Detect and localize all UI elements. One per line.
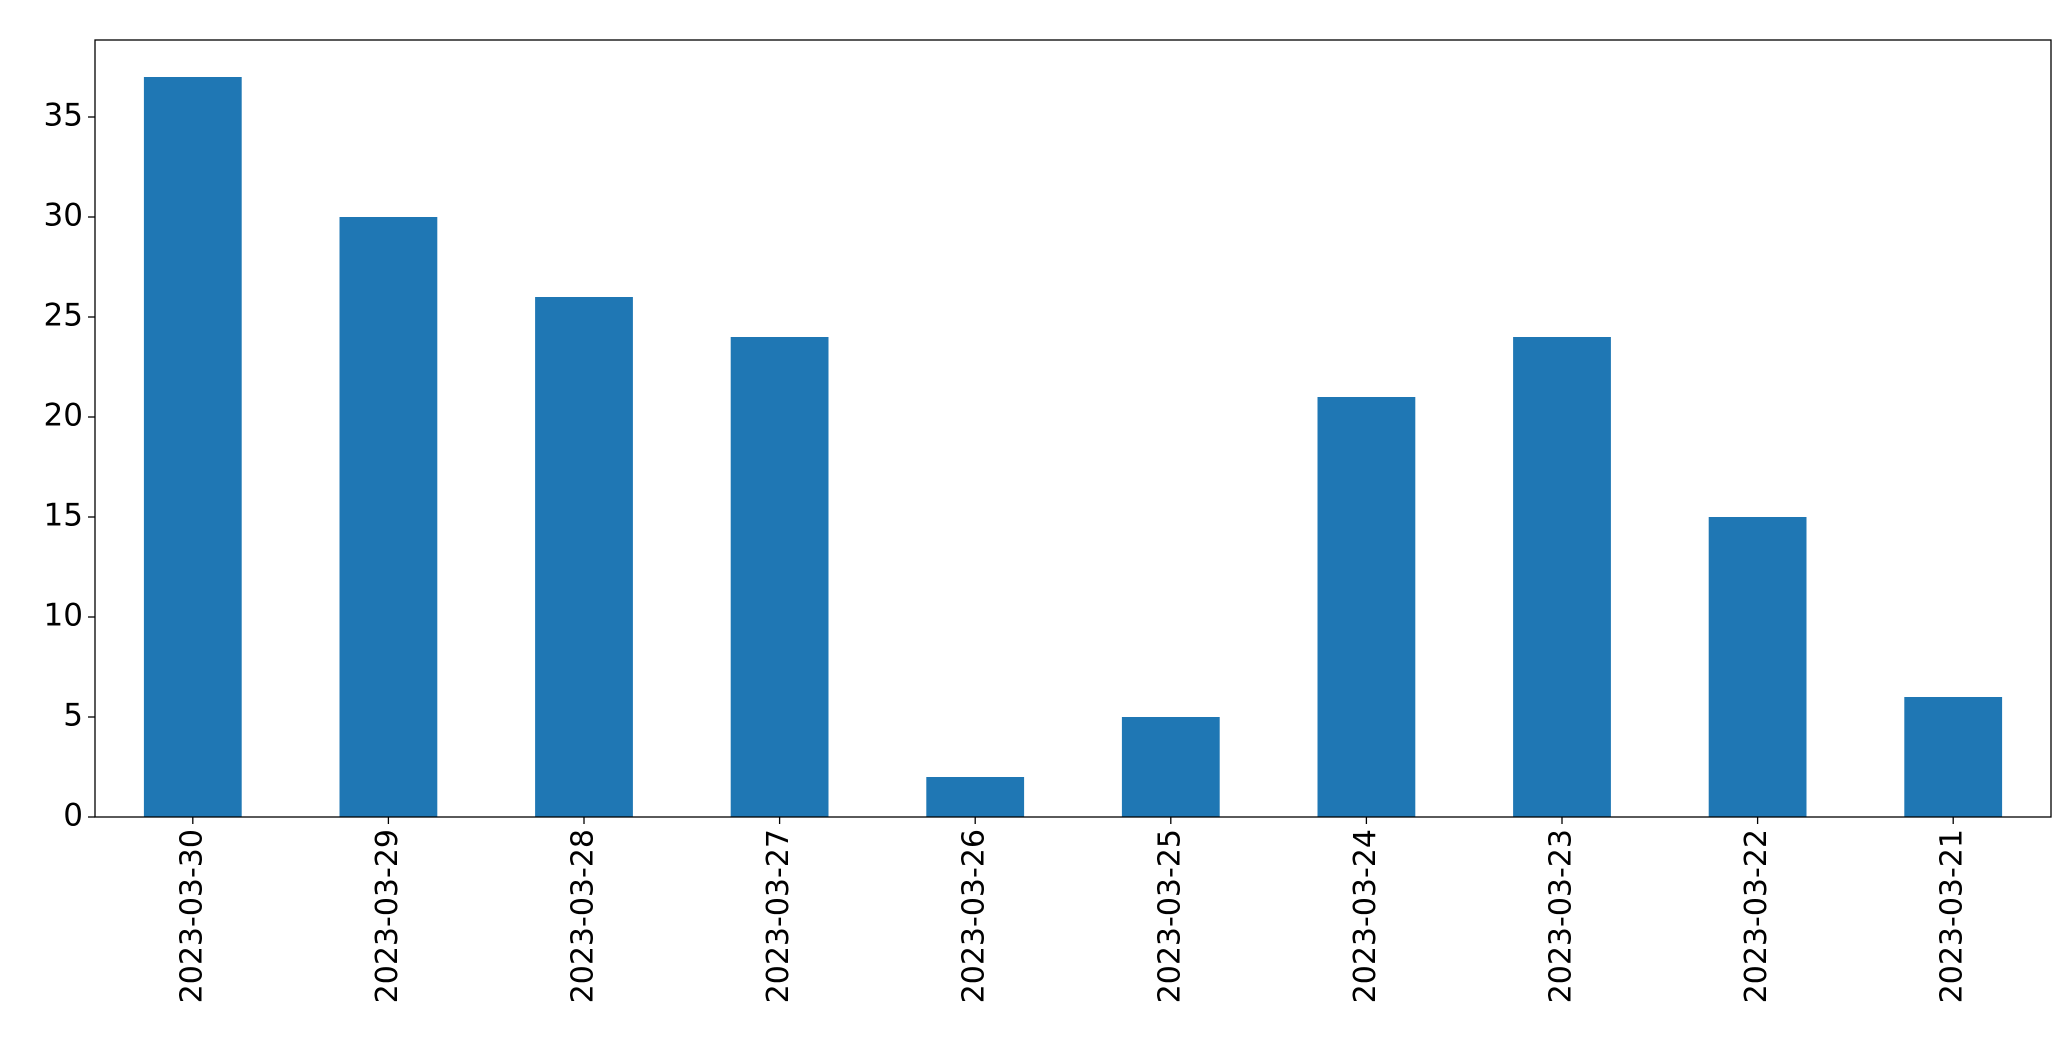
y-tick-label: 0 [63, 798, 83, 834]
bar [1708, 517, 1807, 817]
y-tick-label: 5 [63, 698, 83, 734]
x-tick-label: 2023-03-23 [1544, 829, 1579, 1003]
x-tick-label: 2023-03-27 [761, 829, 796, 1003]
bar [1121, 717, 1220, 817]
x-tick-label: 2023-03-21 [1935, 829, 1970, 1003]
x-tick-label: 2023-03-28 [566, 829, 601, 1003]
bar [730, 337, 829, 817]
bar [339, 217, 438, 817]
y-tick-label: 15 [44, 498, 83, 534]
y-tick-label: 10 [44, 598, 83, 634]
bar [1904, 697, 2003, 817]
x-tick-label: 2023-03-30 [174, 829, 209, 1003]
bar [1513, 337, 1611, 817]
x-tick-label: 2023-03-24 [1348, 829, 1383, 1003]
x-tick-label: 2023-03-29 [370, 829, 405, 1003]
bar [926, 777, 1025, 817]
bar [1317, 397, 1416, 817]
plot-frame [94, 39, 2052, 818]
bar [535, 297, 633, 817]
y-tick-label: 30 [44, 198, 83, 234]
y-tick-label: 25 [44, 298, 83, 334]
y-tick-label: 20 [44, 398, 83, 434]
x-tick-label: 2023-03-26 [957, 829, 992, 1003]
y-tick-label: 35 [44, 98, 83, 134]
x-tick-label: 2023-03-22 [1739, 829, 1774, 1003]
bar [143, 77, 242, 817]
x-tick-label: 2023-03-25 [1152, 829, 1187, 1003]
